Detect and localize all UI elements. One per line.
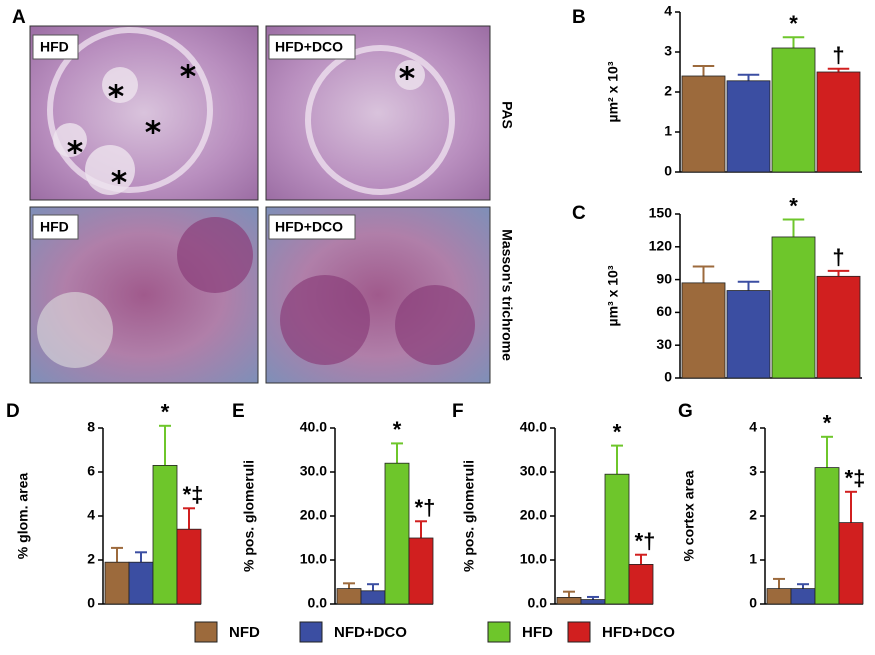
bar bbox=[681, 75, 726, 173]
bar bbox=[152, 464, 178, 605]
y-axis-label: % glom. area bbox=[15, 473, 31, 560]
panel-letter: A bbox=[12, 7, 26, 28]
bar bbox=[384, 462, 410, 605]
bar bbox=[128, 561, 154, 605]
y-tick-label: 10.0 bbox=[520, 551, 547, 567]
y-tick-label: 20.0 bbox=[520, 507, 547, 523]
bar bbox=[814, 467, 840, 605]
image-label: HFD bbox=[40, 39, 69, 55]
bar bbox=[816, 71, 861, 173]
y-axis-label: µm³ x 10³ bbox=[605, 265, 621, 326]
y-tick-label: 0 bbox=[664, 163, 672, 179]
bar bbox=[580, 599, 606, 605]
bar bbox=[628, 564, 654, 605]
panel-letter: C bbox=[572, 203, 586, 224]
y-tick-label: 30.0 bbox=[520, 463, 547, 479]
y-tick-label: 40.0 bbox=[300, 419, 327, 435]
bar bbox=[771, 236, 816, 379]
y-tick-label: 20.0 bbox=[300, 507, 327, 523]
y-tick-label: 30 bbox=[656, 336, 672, 352]
legend-swatch bbox=[487, 621, 511, 643]
panel-letter: B bbox=[572, 7, 586, 28]
significance-label: * bbox=[823, 411, 832, 436]
image-label: HFD bbox=[40, 219, 69, 235]
y-tick-label: 8 bbox=[87, 419, 95, 435]
y-tick-label: 4 bbox=[664, 3, 672, 19]
panel-letter: G bbox=[678, 401, 693, 422]
y-tick-label: 120 bbox=[649, 238, 673, 254]
y-tick-label: 4 bbox=[87, 507, 95, 523]
bar bbox=[556, 597, 582, 605]
y-axis-label: % pos. glomeruli bbox=[461, 460, 477, 572]
legend-swatch bbox=[567, 621, 591, 643]
image-label: HFD+DCO bbox=[275, 39, 343, 55]
stain-label: Masson's trichrome bbox=[499, 229, 515, 361]
y-tick-label: 150 bbox=[649, 205, 673, 221]
y-tick-label: 30.0 bbox=[300, 463, 327, 479]
bar bbox=[726, 80, 771, 173]
y-tick-label: 3 bbox=[749, 463, 757, 479]
y-axis-label: µm² x 10³ bbox=[605, 61, 621, 122]
bar bbox=[408, 537, 434, 605]
significance-label: * bbox=[789, 193, 798, 218]
y-tick-label: 90 bbox=[656, 270, 672, 286]
y-tick-label: 0 bbox=[749, 595, 757, 611]
y-tick-label: 0.0 bbox=[528, 595, 548, 611]
legend-label: HFD+DCO bbox=[602, 624, 675, 641]
y-tick-label: 40.0 bbox=[520, 419, 547, 435]
y-tick-label: 4 bbox=[749, 419, 757, 435]
y-axis-label: % cortex area bbox=[681, 470, 697, 561]
legend-label: NFD+DCO bbox=[334, 624, 407, 641]
legend-label: HFD bbox=[522, 624, 553, 641]
y-tick-label: 60 bbox=[656, 303, 672, 319]
bar bbox=[726, 290, 771, 379]
panel-letter: E bbox=[232, 401, 245, 422]
y-tick-label: 0 bbox=[664, 369, 672, 385]
significance-label: * bbox=[393, 417, 402, 442]
bar bbox=[771, 47, 816, 173]
significance-label: † bbox=[832, 43, 844, 68]
bar bbox=[336, 588, 362, 605]
significance-label: *† bbox=[635, 529, 656, 554]
bar bbox=[104, 561, 130, 605]
significance-label: * bbox=[161, 400, 170, 425]
y-tick-label: 1 bbox=[664, 123, 672, 139]
y-tick-label: 1 bbox=[749, 551, 757, 567]
significance-label: *† bbox=[415, 495, 436, 520]
significance-label: *‡ bbox=[845, 466, 866, 491]
bar bbox=[766, 588, 792, 605]
bar bbox=[360, 590, 386, 605]
y-axis-label: % pos. glomeruli bbox=[241, 460, 257, 572]
image-label: HFD+DCO bbox=[275, 219, 343, 235]
bar bbox=[816, 275, 861, 379]
significance-label: * bbox=[789, 11, 798, 36]
bar bbox=[838, 522, 864, 605]
y-tick-label: 0 bbox=[87, 595, 95, 611]
legend-swatch bbox=[299, 621, 323, 643]
significance-label: * bbox=[613, 419, 622, 444]
y-tick-label: 10.0 bbox=[300, 551, 327, 567]
asterisk-marks bbox=[67, 64, 415, 184]
significance-label: *‡ bbox=[183, 482, 204, 507]
bar bbox=[790, 588, 816, 605]
y-tick-label: 2 bbox=[664, 83, 672, 99]
bar bbox=[176, 528, 202, 605]
y-tick-label: 6 bbox=[87, 463, 95, 479]
bar bbox=[681, 282, 726, 379]
y-tick-label: 3 bbox=[664, 43, 672, 59]
significance-label: † bbox=[832, 245, 844, 270]
y-tick-label: 2 bbox=[87, 551, 95, 567]
y-tick-label: 0.0 bbox=[308, 595, 328, 611]
micrographs: HFD HFD+DCO HFD HFD+DCO PAS Masson's tri… bbox=[29, 25, 515, 384]
bar bbox=[604, 473, 630, 605]
y-tick-label: 2 bbox=[749, 507, 757, 523]
legend-swatch bbox=[194, 621, 218, 643]
stain-label: PAS bbox=[499, 101, 515, 129]
legend-label: NFD bbox=[229, 624, 260, 641]
panel-letter: F bbox=[452, 401, 464, 422]
panel-letter: D bbox=[6, 401, 20, 422]
